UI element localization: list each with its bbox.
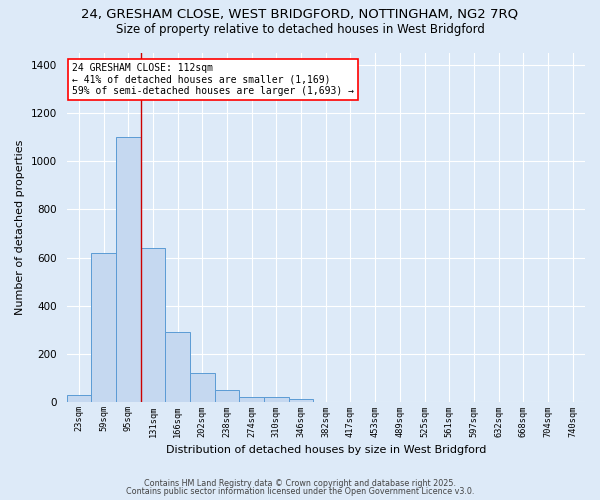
- Text: Contains HM Land Registry data © Crown copyright and database right 2025.: Contains HM Land Registry data © Crown c…: [144, 478, 456, 488]
- Text: Size of property relative to detached houses in West Bridgford: Size of property relative to detached ho…: [116, 22, 484, 36]
- Bar: [116, 137, 140, 402]
- Y-axis label: Number of detached properties: Number of detached properties: [15, 140, 25, 315]
- Bar: [264, 397, 289, 402]
- Text: 24 GRESHAM CLOSE: 112sqm
← 41% of detached houses are smaller (1,169)
59% of sem: 24 GRESHAM CLOSE: 112sqm ← 41% of detach…: [72, 63, 354, 96]
- Bar: [91, 253, 116, 402]
- Bar: [190, 374, 215, 402]
- Bar: [67, 395, 91, 402]
- Bar: [239, 397, 264, 402]
- Text: 24, GRESHAM CLOSE, WEST BRIDGFORD, NOTTINGHAM, NG2 7RQ: 24, GRESHAM CLOSE, WEST BRIDGFORD, NOTTI…: [82, 8, 518, 20]
- Text: Contains public sector information licensed under the Open Government Licence v3: Contains public sector information licen…: [126, 487, 474, 496]
- X-axis label: Distribution of detached houses by size in West Bridgford: Distribution of detached houses by size …: [166, 445, 486, 455]
- Bar: [140, 248, 165, 402]
- Bar: [289, 399, 313, 402]
- Bar: [165, 332, 190, 402]
- Bar: [215, 390, 239, 402]
